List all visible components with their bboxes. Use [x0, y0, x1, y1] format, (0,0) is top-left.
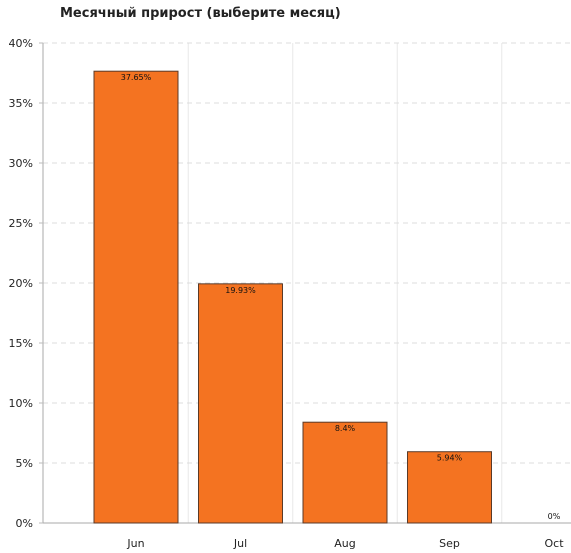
data-label: 19.93%: [225, 286, 256, 295]
bar-jun[interactable]: [93, 70, 179, 524]
x-tick-label: Jul: [233, 537, 247, 550]
x-axis-ticks: Jun Jul Aug Sep Oct: [126, 537, 564, 550]
bar-sep[interactable]: [407, 451, 492, 524]
y-tick-label: 20%: [9, 277, 33, 290]
bar-aug[interactable]: [302, 421, 388, 524]
y-tick-label: 30%: [9, 157, 33, 170]
x-tick-label: Sep: [439, 537, 460, 550]
y-tick-label: 5%: [16, 457, 33, 470]
bar-jul[interactable]: [198, 283, 283, 524]
bars[interactable]: 37.65% 19.93% 8.4% 5.94% 0%: [93, 70, 561, 524]
data-label: 5.94%: [437, 454, 463, 463]
y-tick-label: 10%: [9, 397, 33, 410]
y-tick-label: 40%: [9, 37, 33, 50]
x-tick-label: Oct: [544, 537, 564, 550]
y-tick-label: 15%: [9, 337, 33, 350]
data-label: 37.65%: [121, 73, 152, 82]
chart-title: Месячный прирост (выберите месяц): [60, 6, 341, 21]
y-tick-label: 25%: [9, 217, 33, 230]
x-tick-label: Aug: [334, 537, 355, 550]
x-tick-label: Jun: [126, 537, 144, 550]
data-label: 0%: [548, 512, 561, 521]
y-tick-label: 0%: [16, 517, 33, 530]
data-label: 8.4%: [335, 424, 356, 433]
y-axis-ticks: 0% 5% 10% 15% 20% 25% 30% 35% 40%: [9, 37, 43, 530]
y-tick-label: 35%: [9, 97, 33, 110]
